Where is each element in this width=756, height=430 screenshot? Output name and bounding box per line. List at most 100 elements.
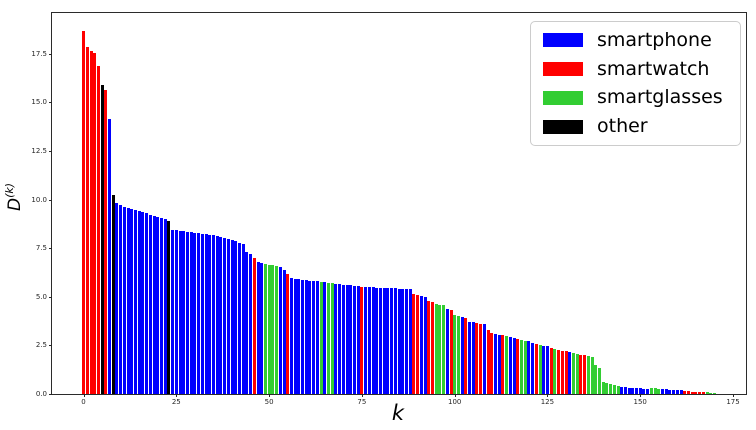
bar-k86 (401, 288, 405, 394)
bar-k96 (438, 304, 442, 394)
bar-k95 (434, 304, 438, 394)
bar-k31 (197, 233, 201, 394)
bar-k112 (497, 334, 501, 394)
bar-k87 (404, 289, 408, 394)
bar-k36 (215, 236, 219, 394)
bar-k27 (182, 231, 186, 394)
bar-k153 (649, 388, 653, 394)
bar-k39 (226, 238, 230, 394)
y-axis-tick (49, 53, 52, 55)
bar-k90 (416, 295, 420, 394)
bar-k56 (289, 278, 293, 394)
bar-k52 (275, 266, 278, 394)
y-axis-tick (49, 199, 52, 201)
bar-k72 (349, 285, 353, 394)
bar-k126 (549, 348, 553, 394)
bar-k144 (616, 385, 620, 394)
bar-k94 (430, 302, 434, 394)
x-tick-label: 0 (81, 398, 86, 406)
bar-k161 (679, 390, 683, 394)
bar-k8 (111, 194, 115, 394)
bar-k115 (508, 337, 512, 394)
y-tick-label: 17.5 (31, 49, 47, 58)
bar-k37 (219, 236, 223, 394)
y-axis-tick (49, 345, 52, 347)
bar-k151 (642, 388, 646, 394)
x-tick-label: 150 (633, 398, 647, 406)
bar-k103 (464, 317, 468, 394)
bar-k140 (601, 381, 605, 394)
legend-item-smartglasses: smartglasses (543, 87, 728, 108)
bar-k138 (594, 364, 598, 394)
bar-k166 (698, 391, 702, 394)
y-axis-label-main: D (4, 197, 25, 212)
bar-k128 (557, 350, 561, 394)
bar-k73 (353, 285, 356, 394)
bar-k114 (505, 336, 509, 394)
bar-k136 (586, 356, 590, 394)
bar-k167 (701, 392, 705, 394)
bar-k15 (137, 211, 141, 394)
bar-k118 (520, 339, 523, 394)
legend-label-other: other (597, 115, 648, 138)
bar-k74 (356, 286, 360, 394)
bar-k97 (442, 305, 445, 394)
bar-k45 (249, 254, 253, 394)
bar-k9 (115, 202, 119, 394)
bar-k133 (575, 354, 579, 394)
bar-k148 (631, 388, 635, 394)
bar-k116 (512, 338, 516, 394)
bar-k89 (412, 294, 416, 394)
bar-k69 (338, 284, 342, 394)
bar-k75 (360, 286, 364, 394)
bar-k10 (119, 205, 123, 394)
y-tick-label: 5.0 (35, 292, 47, 301)
bar-k109 (486, 330, 490, 394)
bar-k155 (657, 388, 661, 394)
bar-k67 (330, 283, 334, 394)
bar-k32 (200, 233, 204, 394)
bar-k163 (687, 391, 690, 394)
bar-k30 (193, 232, 197, 394)
x-tick-label: 50 (264, 398, 274, 406)
bar-k156 (661, 389, 664, 394)
bar-k51 (271, 265, 275, 394)
legend-label-smartphone: smartphone (597, 29, 712, 51)
y-tick-label: 2.5 (35, 341, 47, 350)
bar-k119 (523, 340, 527, 394)
bar-k143 (612, 385, 616, 394)
bar-k100 (453, 315, 457, 394)
bar-k106 (475, 322, 479, 394)
bar-k18 (148, 214, 152, 394)
x-axis-tick (176, 394, 178, 397)
bar-k6 (104, 89, 108, 394)
bar-k150 (638, 388, 642, 394)
y-axis-tick (49, 102, 52, 104)
y-axis-tick (49, 296, 52, 298)
bar-k92 (423, 297, 427, 394)
bar-k68 (334, 283, 338, 394)
bar-k62 (312, 280, 316, 394)
bar-k122 (534, 343, 538, 394)
bar-k59 (301, 279, 304, 394)
legend-label-smartwatch: smartwatch (597, 57, 710, 80)
bar-k66 (327, 282, 330, 394)
bar-k53 (278, 266, 282, 394)
bar-k23 (167, 221, 171, 394)
bar-k57 (293, 278, 297, 394)
bar-k117 (516, 338, 520, 394)
x-tick-label: 175 (726, 398, 740, 406)
bar-k84 (393, 288, 397, 394)
bar-k13 (130, 209, 134, 394)
bar-k91 (419, 296, 423, 394)
bar-k76 (364, 286, 368, 394)
x-axis-tick (269, 394, 271, 397)
bar-k50 (267, 264, 271, 394)
bar-k110 (490, 332, 494, 394)
bar-k20 (156, 217, 160, 394)
bar-k19 (152, 216, 156, 394)
legend-swatch-smartphone (543, 33, 583, 48)
bar-k149 (635, 388, 638, 394)
bar-k154 (653, 388, 657, 394)
bar-k7 (108, 118, 111, 394)
